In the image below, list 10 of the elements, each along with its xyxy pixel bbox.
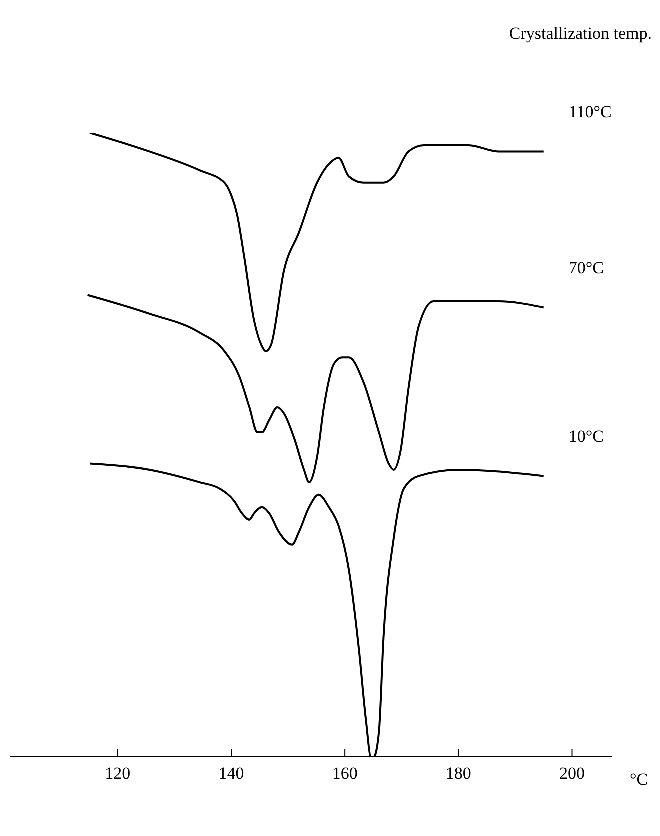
x-tick-label: 140 [218,764,244,784]
x-tick-label: 160 [332,764,358,784]
x-tick-label: 200 [559,764,585,784]
text: 110°C [568,102,612,122]
x-tick-label: 120 [105,764,131,784]
text: 70°C [568,258,604,278]
text: 10°C [568,427,604,446]
x-axis-title: °C [630,770,648,789]
x-tick-label: 180 [446,764,472,784]
legend-title: Crystallization temp. [509,24,652,44]
